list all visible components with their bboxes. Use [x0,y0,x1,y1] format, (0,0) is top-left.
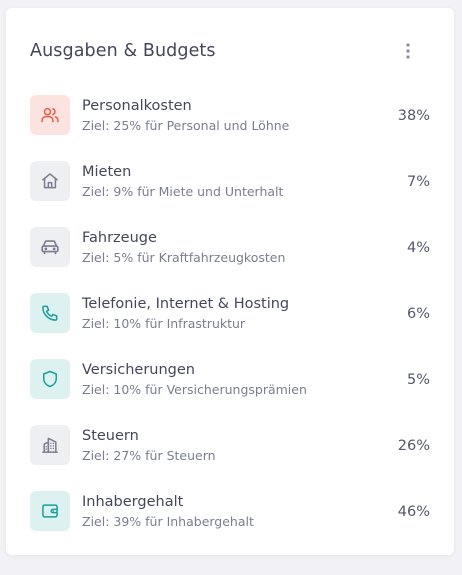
list-item-mieten: Mieten Ziel: 9% für Miete und Unterhalt … [30,160,430,226]
item-title: Steuern [82,428,139,444]
item-percent: 26% [397,438,430,454]
item-subtitle: Ziel: 5% für Kraftfahrzeugkosten [82,250,286,265]
item-subtitle: Ziel: 10% für Infrastruktur [82,316,246,331]
icon-box [30,425,70,465]
icon-box [30,293,70,333]
phone-icon [42,305,58,321]
item-percent: 46% [397,504,430,520]
card-title: Ausgaben & Budgets [30,41,216,61]
list-item-personalkosten: Personalkosten Ziel: 25% für Personal un… [30,94,430,160]
item-title: Mieten [82,164,132,180]
card-header: Ausgaben & Budgets [30,38,430,64]
item-percent: 6% [406,306,430,322]
icon-box [30,95,70,135]
item-percent: 5% [406,372,430,388]
icon-box [30,227,70,267]
building-icon [42,437,58,453]
list-item-steuern: Steuern Ziel: 27% für Steuern 26% [30,424,430,490]
item-title: Fahrzeuge [82,230,157,246]
icon-box [30,359,70,399]
item-title: Inhabergehalt [82,494,184,510]
item-percent: 38% [397,108,430,124]
icon-box [30,491,70,531]
list-item-telefonie: Telefonie, Internet & Hosting Ziel: 10% … [30,292,430,358]
wallet-icon [42,504,58,518]
item-percent: 7% [406,174,430,190]
item-title: Telefonie, Internet & Hosting [82,296,290,312]
more-options-button[interactable] [400,42,416,60]
more-vertical-icon [406,43,410,59]
users-icon [41,107,59,123]
item-subtitle: Ziel: 39% für Inhabergehalt [82,514,254,529]
budget-list: Personalkosten Ziel: 25% für Personal un… [30,94,430,556]
item-percent: 4% [406,240,430,256]
item-title: Personalkosten [82,98,192,114]
car-icon [41,240,59,255]
item-subtitle: Ziel: 25% für Personal und Löhne [82,118,290,133]
item-subtitle: Ziel: 9% für Miete und Unterhalt [82,184,284,199]
item-title: Versicherungen [82,362,195,378]
list-item-inhabergehalt: Inhabergehalt Ziel: 39% für Inhabergehal… [30,490,430,556]
list-item-fahrzeuge: Fahrzeuge Ziel: 5% für Kraftfahrzeugkost… [30,226,430,292]
list-item-versicherungen: Versicherungen Ziel: 10% für Versicherun… [30,358,430,424]
icon-box [30,161,70,201]
item-subtitle: Ziel: 27% für Steuern [82,448,216,463]
expenses-budgets-card: Ausgaben & Budgets Personalkosten Ziel: … [6,8,454,555]
item-subtitle: Ziel: 10% für Versicherungsprämien [82,382,307,397]
shield-icon [43,370,57,388]
home-icon [42,173,58,189]
